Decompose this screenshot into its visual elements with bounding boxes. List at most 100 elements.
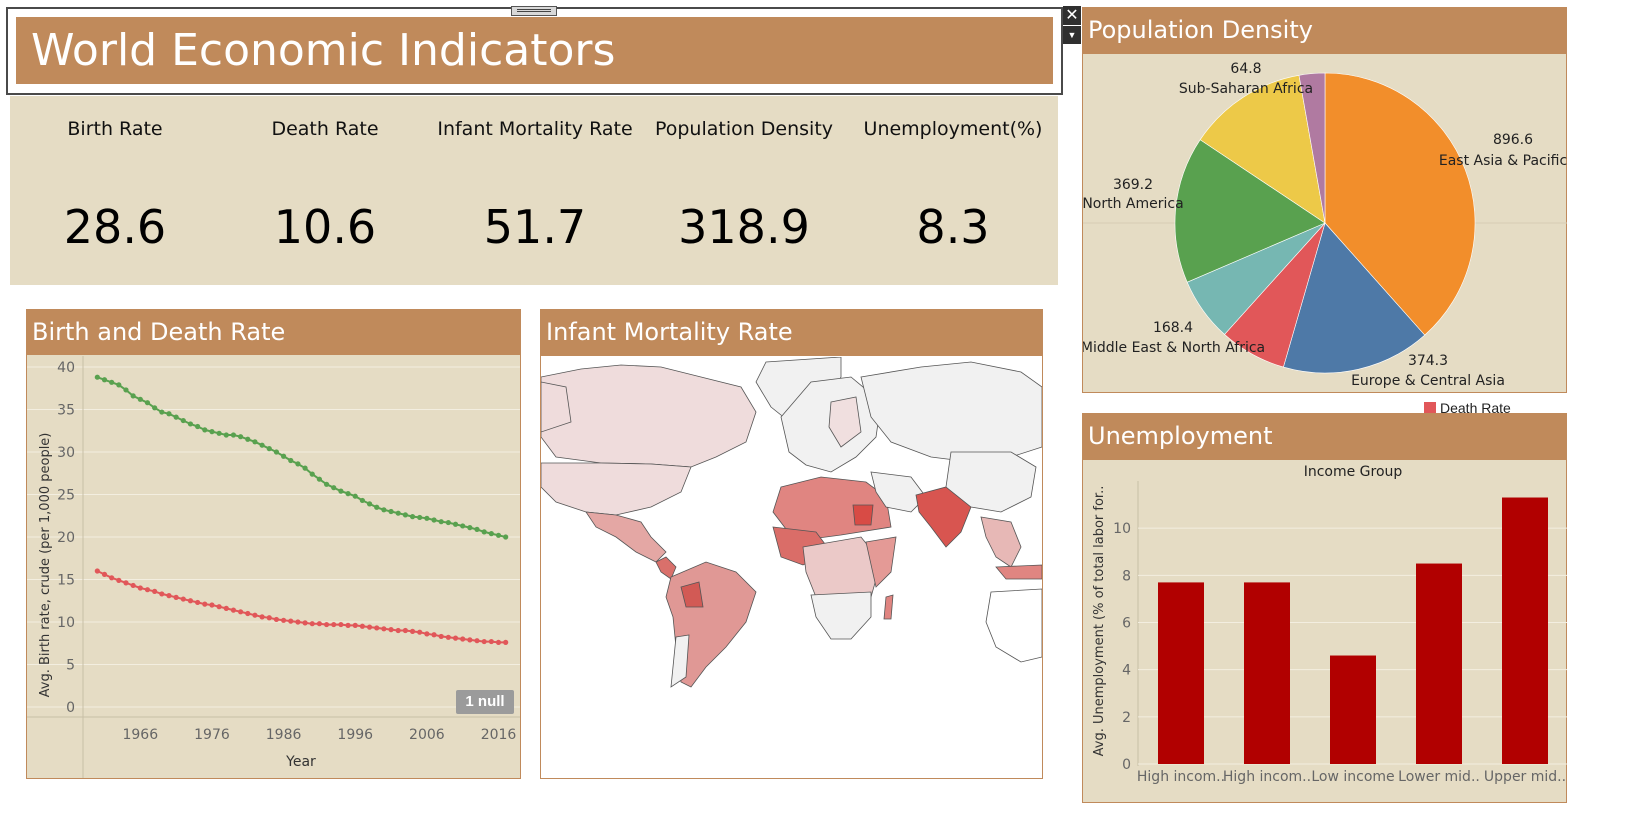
death-rate-point: [310, 621, 315, 626]
y-tick-label: 10: [57, 615, 75, 631]
unemployment-bar[interactable]: [1416, 564, 1462, 764]
death-rate-point: [503, 640, 508, 645]
death-rate-point: [238, 609, 243, 614]
birth-rate-point: [496, 533, 501, 538]
unemployment-bar[interactable]: [1502, 498, 1548, 764]
death-rate-point: [123, 580, 128, 585]
death-rate-point: [453, 636, 458, 641]
death-rate-point: [345, 623, 350, 628]
birth-rate-point: [252, 439, 257, 444]
birth-rate-point: [267, 446, 272, 451]
death-rate-point: [439, 634, 444, 639]
map-russia[interactable]: [861, 362, 1042, 462]
death-rate-point: [166, 593, 171, 598]
y-tick-label: 25: [57, 488, 75, 504]
unemployment-title: Unemployment: [1082, 413, 1567, 460]
map-mexico[interactable]: [586, 512, 666, 562]
death-rate-point: [152, 589, 157, 594]
death-rate-point: [410, 629, 415, 634]
world-map[interactable]: [541, 357, 1042, 778]
death-rate-point: [209, 602, 214, 607]
birth-rate-point: [324, 482, 329, 487]
kpi-death-rate-value: 10.6: [220, 200, 430, 254]
map-central-america[interactable]: [656, 557, 676, 579]
death-rate-point: [489, 639, 494, 644]
death-rate-point: [102, 572, 107, 577]
death-rate-point: [482, 639, 487, 644]
birth-death-title: Birth and Death Rate: [26, 309, 521, 355]
unemployment-bar[interactable]: [1158, 582, 1204, 764]
birth-rate-point: [482, 529, 487, 534]
infant-mortality-title: Infant Mortality Rate: [540, 309, 1043, 356]
death-rate-point: [302, 620, 307, 625]
map-australia[interactable]: [986, 589, 1042, 662]
death-rate-point: [324, 622, 329, 627]
map-usa[interactable]: [541, 463, 691, 515]
death-rate-point: [202, 602, 207, 607]
birth-rate-point: [166, 411, 171, 416]
birth-rate-point: [174, 415, 179, 420]
map-southern-africa[interactable]: [811, 592, 871, 639]
x-tick-label: 2016: [481, 727, 517, 743]
null-badge[interactable]: 1 null: [456, 690, 514, 714]
death-rate-point: [460, 636, 465, 641]
pie-label-name: Middle East & North Africa: [1083, 340, 1265, 356]
birth-rate-point: [353, 494, 358, 499]
close-icon[interactable]: ✕: [1063, 6, 1081, 25]
birth-rate-point: [188, 421, 193, 426]
birth-rate-point: [231, 432, 236, 437]
birth-rate-point: [259, 443, 264, 448]
x-axis-title: Year: [285, 754, 316, 770]
more-options-icon[interactable]: ▼: [1063, 26, 1081, 44]
death-rate-line: [97, 571, 505, 642]
y-tick-label: 5: [66, 658, 75, 674]
unemployment-bar[interactable]: [1244, 582, 1290, 764]
birth-rate-point: [274, 449, 279, 454]
birth-rate-point: [145, 400, 150, 405]
death-rate-point: [252, 613, 257, 618]
birth-rate-point: [288, 458, 293, 463]
birth-rate-point: [195, 424, 200, 429]
map-canada[interactable]: [541, 365, 756, 467]
birth-rate-point: [224, 432, 229, 437]
birth-rate-point: [424, 516, 429, 521]
map-madagascar[interactable]: [884, 595, 893, 619]
death-rate-point: [138, 585, 143, 590]
y-tick-label: 2: [1122, 710, 1131, 726]
y-axis-title: Avg. Birth rate, crude (per 1,000 people…: [38, 433, 53, 698]
pie-label-value: 374.3: [1408, 353, 1448, 369]
death-rate-point: [274, 617, 279, 622]
birth-rate-point: [238, 434, 243, 439]
map-southeast-asia[interactable]: [981, 517, 1021, 567]
x-tick-label: 1966: [122, 727, 158, 743]
drag-handle[interactable]: [511, 6, 557, 16]
death-rate-point: [259, 614, 264, 619]
map-egypt[interactable]: [853, 505, 873, 525]
unemployment-bar[interactable]: [1330, 656, 1376, 764]
birth-rate-point: [396, 511, 401, 516]
death-rate-point: [317, 621, 322, 626]
death-rate-point: [474, 638, 479, 643]
pie-label-name: Sub-Saharan Africa: [1179, 81, 1313, 97]
y-tick-label: 0: [66, 700, 75, 716]
birth-rate-line: [97, 377, 505, 537]
birth-rate-point: [374, 505, 379, 510]
birth-rate-point: [388, 509, 393, 514]
birth-rate-point: [181, 418, 186, 423]
death-rate-point: [367, 625, 372, 630]
birth-rate-point: [116, 382, 121, 387]
death-rate-point: [195, 600, 200, 605]
birth-rate-point: [152, 405, 157, 410]
death-rate-point: [245, 611, 250, 616]
death-rate-point: [145, 587, 150, 592]
birth-rate-point: [338, 489, 343, 494]
birth-rate-point: [474, 527, 479, 532]
map-indonesia[interactable]: [996, 565, 1042, 579]
birth-rate-point: [131, 393, 136, 398]
death-rate-point: [496, 640, 501, 645]
birth-rate-point: [281, 454, 286, 459]
death-rate-point: [446, 635, 451, 640]
population-density-pie: 896.6 East Asia & Pacific 374.3 Europe &…: [1083, 55, 1567, 392]
birth-rate-point: [159, 409, 164, 414]
birth-rate-point: [403, 512, 408, 517]
